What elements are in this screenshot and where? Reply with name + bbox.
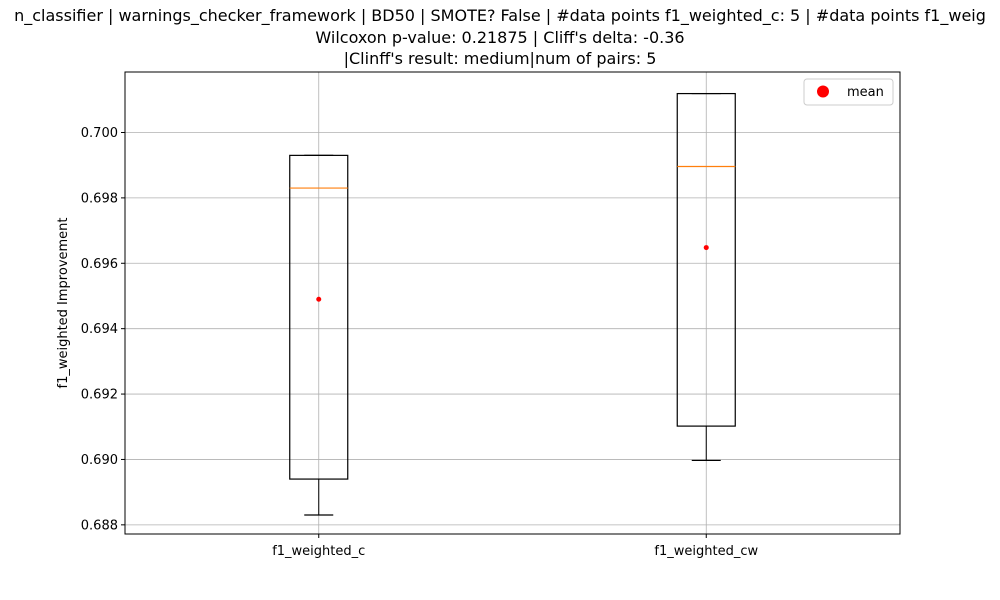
mean-marker [703, 245, 709, 251]
x-axis-ticks: f1_weighted_c f1_weighted_cw [272, 534, 758, 559]
y-tick-label: 0.690 [81, 453, 118, 468]
legend-mean-marker [817, 85, 829, 98]
chart-title-line-3: |Clinff's result: medium|num of pairs: 5 [343, 49, 657, 68]
legend-frame [803, 78, 894, 106]
y-tick-label: 0.696 [81, 257, 118, 272]
chart-title-line-2: Wilcoxon p-value: 0.21875 | Cliff's delt… [315, 28, 685, 47]
chart-title-line-1: n_classifier | warnings_checker_framewor… [14, 6, 986, 25]
x-tick-label: f1_weighted_cw [654, 544, 758, 559]
y-axis-label: f1_weighted Improvement [56, 217, 71, 388]
grid-layer [125, 72, 900, 534]
box-iqr [676, 92, 736, 427]
y-tick-label: 0.698 [81, 191, 118, 206]
y-tick-label: 0.694 [81, 322, 118, 337]
y-tick-label: 0.700 [81, 126, 118, 141]
legend-mean-label: mean [847, 85, 884, 100]
legend: mean [803, 78, 894, 106]
mean-marker [316, 296, 322, 302]
y-tick-label: 0.688 [81, 518, 118, 533]
box-iqr [289, 154, 349, 480]
y-axis-ticks: 0.688 0.690 0.692 0.694 0.696 0.698 0.700 [81, 126, 125, 533]
boxes-layer [289, 92, 736, 516]
x-tick-label: f1_weighted_c [272, 544, 365, 559]
y-tick-label: 0.692 [81, 388, 118, 403]
plot-frame [124, 71, 901, 535]
